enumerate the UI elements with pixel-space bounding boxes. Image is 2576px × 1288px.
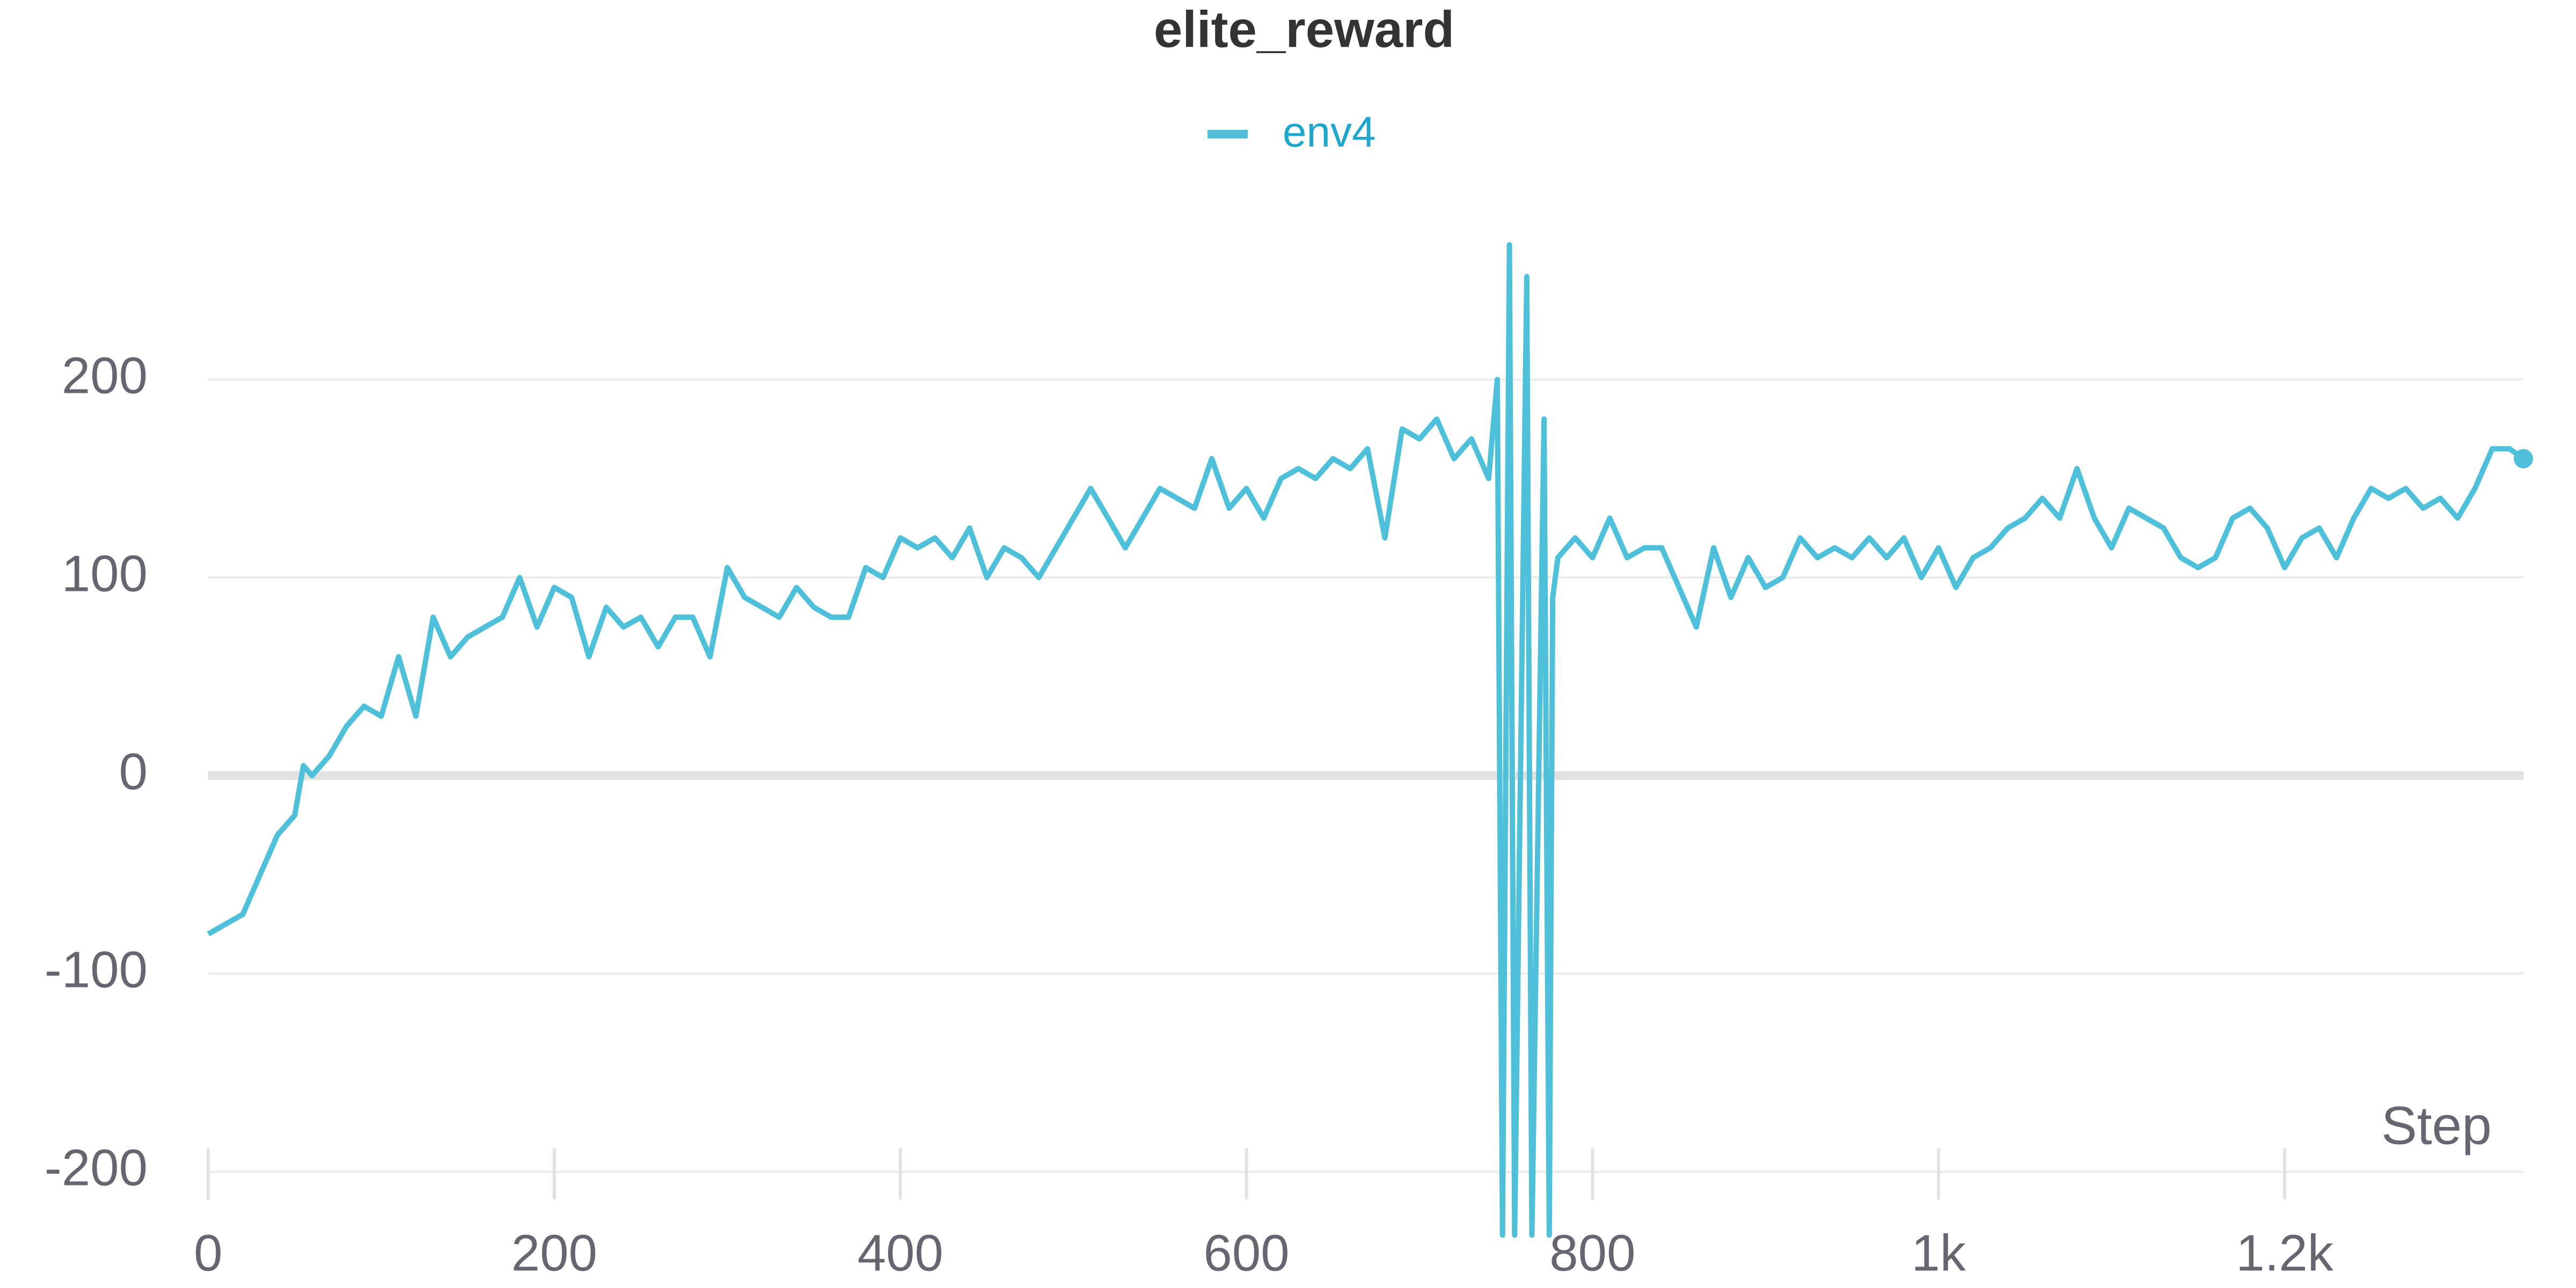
x-tick-label: 800 [1549,1224,1635,1282]
x-tick-label: 1.2k [2236,1224,2333,1282]
y-tick-label: 100 [62,545,148,603]
x-tick-label: 600 [1203,1224,1289,1282]
x-tick-label: 0 [194,1224,222,1282]
x-tick-label: 1k [1912,1224,1966,1282]
end-point [2514,449,2533,469]
x-axis-label: Step [2381,1095,2492,1155]
chart-title: elite_reward [1154,1,1454,58]
y-tick-label: -100 [45,941,148,999]
x-tick-label: 400 [858,1224,943,1282]
x-tick-label: 200 [511,1224,597,1282]
y-tick-label: 0 [119,743,148,801]
y-tick-label: -200 [45,1139,148,1197]
legend-label: env4 [1283,108,1375,156]
series-line [207,242,2525,1238]
y-tick-label: 200 [62,347,148,404]
